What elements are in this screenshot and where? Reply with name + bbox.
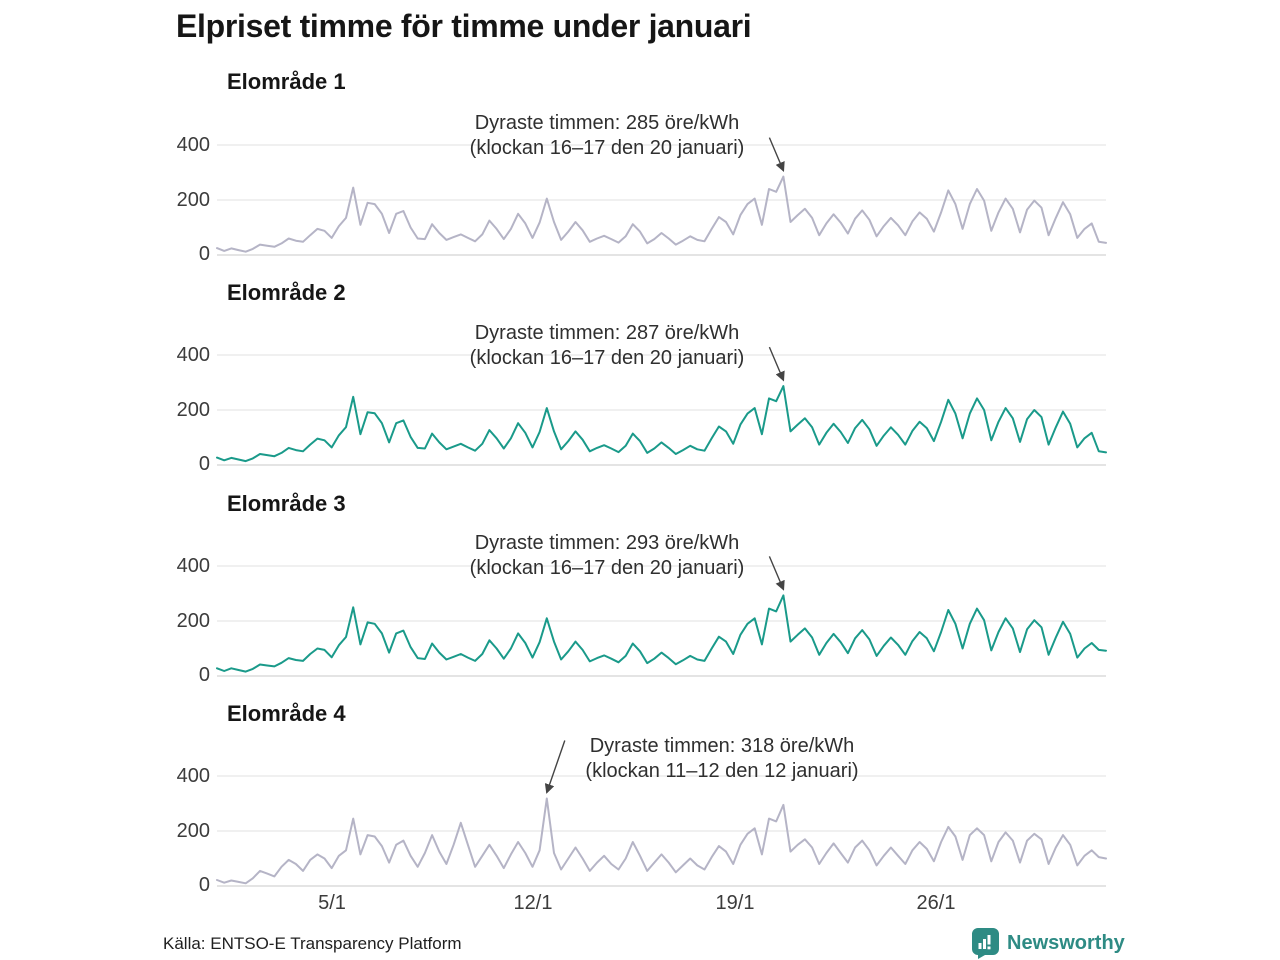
chart-1-annotation-line1: Dyraste timmen: 285 öre/kWh xyxy=(474,112,740,134)
chart-2-label: Elområde 2 xyxy=(227,280,346,305)
chart-4-annotation-line2: (klockan 11–12 den 12 januari) xyxy=(585,759,859,782)
newsworthy-wordmark: Newsworthy xyxy=(1007,932,1125,954)
chart-3-annotation-line2: (klockan 16–17 den 20 januari) xyxy=(469,556,745,579)
chart-1-ytick-200: 200 xyxy=(176,189,210,211)
annotation-arrow-chart-4 xyxy=(544,740,566,794)
chart-1-annotation-line2: (klockan 16–17 den 20 januari) xyxy=(469,136,745,159)
price-line-elområde-2 xyxy=(216,385,1107,463)
source-caption: Källa: ENTSO-E Transparency Platform xyxy=(163,934,462,953)
price-line-elområde-1 xyxy=(216,175,1107,253)
chart-4-ytick-200: 200 xyxy=(176,820,210,842)
chart-4-ytick-0: 0 xyxy=(198,874,210,896)
xtick-26-1: 26/1 xyxy=(916,892,956,914)
newsworthy-bar-chart-badge-icon xyxy=(972,928,999,959)
price-line-elområde-3 xyxy=(216,594,1107,673)
chart-3-annotation: Dyraste timmen: 293 öre/kWh (klockan 16–… xyxy=(437,531,777,580)
chart-2-ytick-0: 0 xyxy=(198,453,210,475)
chart-2-annotation-line1: Dyraste timmen: 287 öre/kWh xyxy=(474,322,740,344)
chart-3-ytick-400: 400 xyxy=(176,555,210,577)
chart-3-ytick-0: 0 xyxy=(198,664,210,686)
page-title: Elpriset timme för timme under januari xyxy=(176,8,752,44)
chart-4-label: Elområde 4 xyxy=(227,701,346,726)
xtick-5-1: 5/1 xyxy=(318,892,346,914)
chart-1-annotation: Dyraste timmen: 285 öre/kWh (klockan 16–… xyxy=(437,111,777,160)
chart-3-annotation-line1: Dyraste timmen: 293 öre/kWh xyxy=(474,532,740,554)
newsworthy-logo: Newsworthy xyxy=(972,928,1125,959)
chart-3-ytick-200: 200 xyxy=(176,610,210,632)
chart-1-ytick-400: 400 xyxy=(176,134,210,156)
chart-2-ytick-200: 200 xyxy=(176,399,210,421)
price-line-elområde-4 xyxy=(216,797,1107,885)
annotation-arrow-chart-2 xyxy=(768,346,785,382)
chart-1-ytick-0: 0 xyxy=(198,243,210,265)
xtick-19-1: 19/1 xyxy=(715,892,755,914)
xtick-12-1: 12/1 xyxy=(513,892,553,914)
chart-2-annotation-line2: (klockan 16–17 den 20 januari) xyxy=(469,346,745,369)
chart-2-ytick-400: 400 xyxy=(176,344,210,366)
chart-3-label: Elområde 3 xyxy=(227,491,346,516)
chart-4-annotation-line1: Dyraste timmen: 318 öre/kWh xyxy=(589,735,855,757)
chart-4-annotation: Dyraste timmen: 318 öre/kWh (klockan 11–… xyxy=(552,734,892,783)
annotation-arrow-chart-3 xyxy=(768,556,785,591)
chart-2-annotation: Dyraste timmen: 287 öre/kWh (klockan 16–… xyxy=(437,321,777,370)
chart-1-label: Elområde 1 xyxy=(227,69,346,94)
chart-4-ytick-400: 400 xyxy=(176,765,210,787)
annotation-arrow-chart-1 xyxy=(768,137,785,172)
